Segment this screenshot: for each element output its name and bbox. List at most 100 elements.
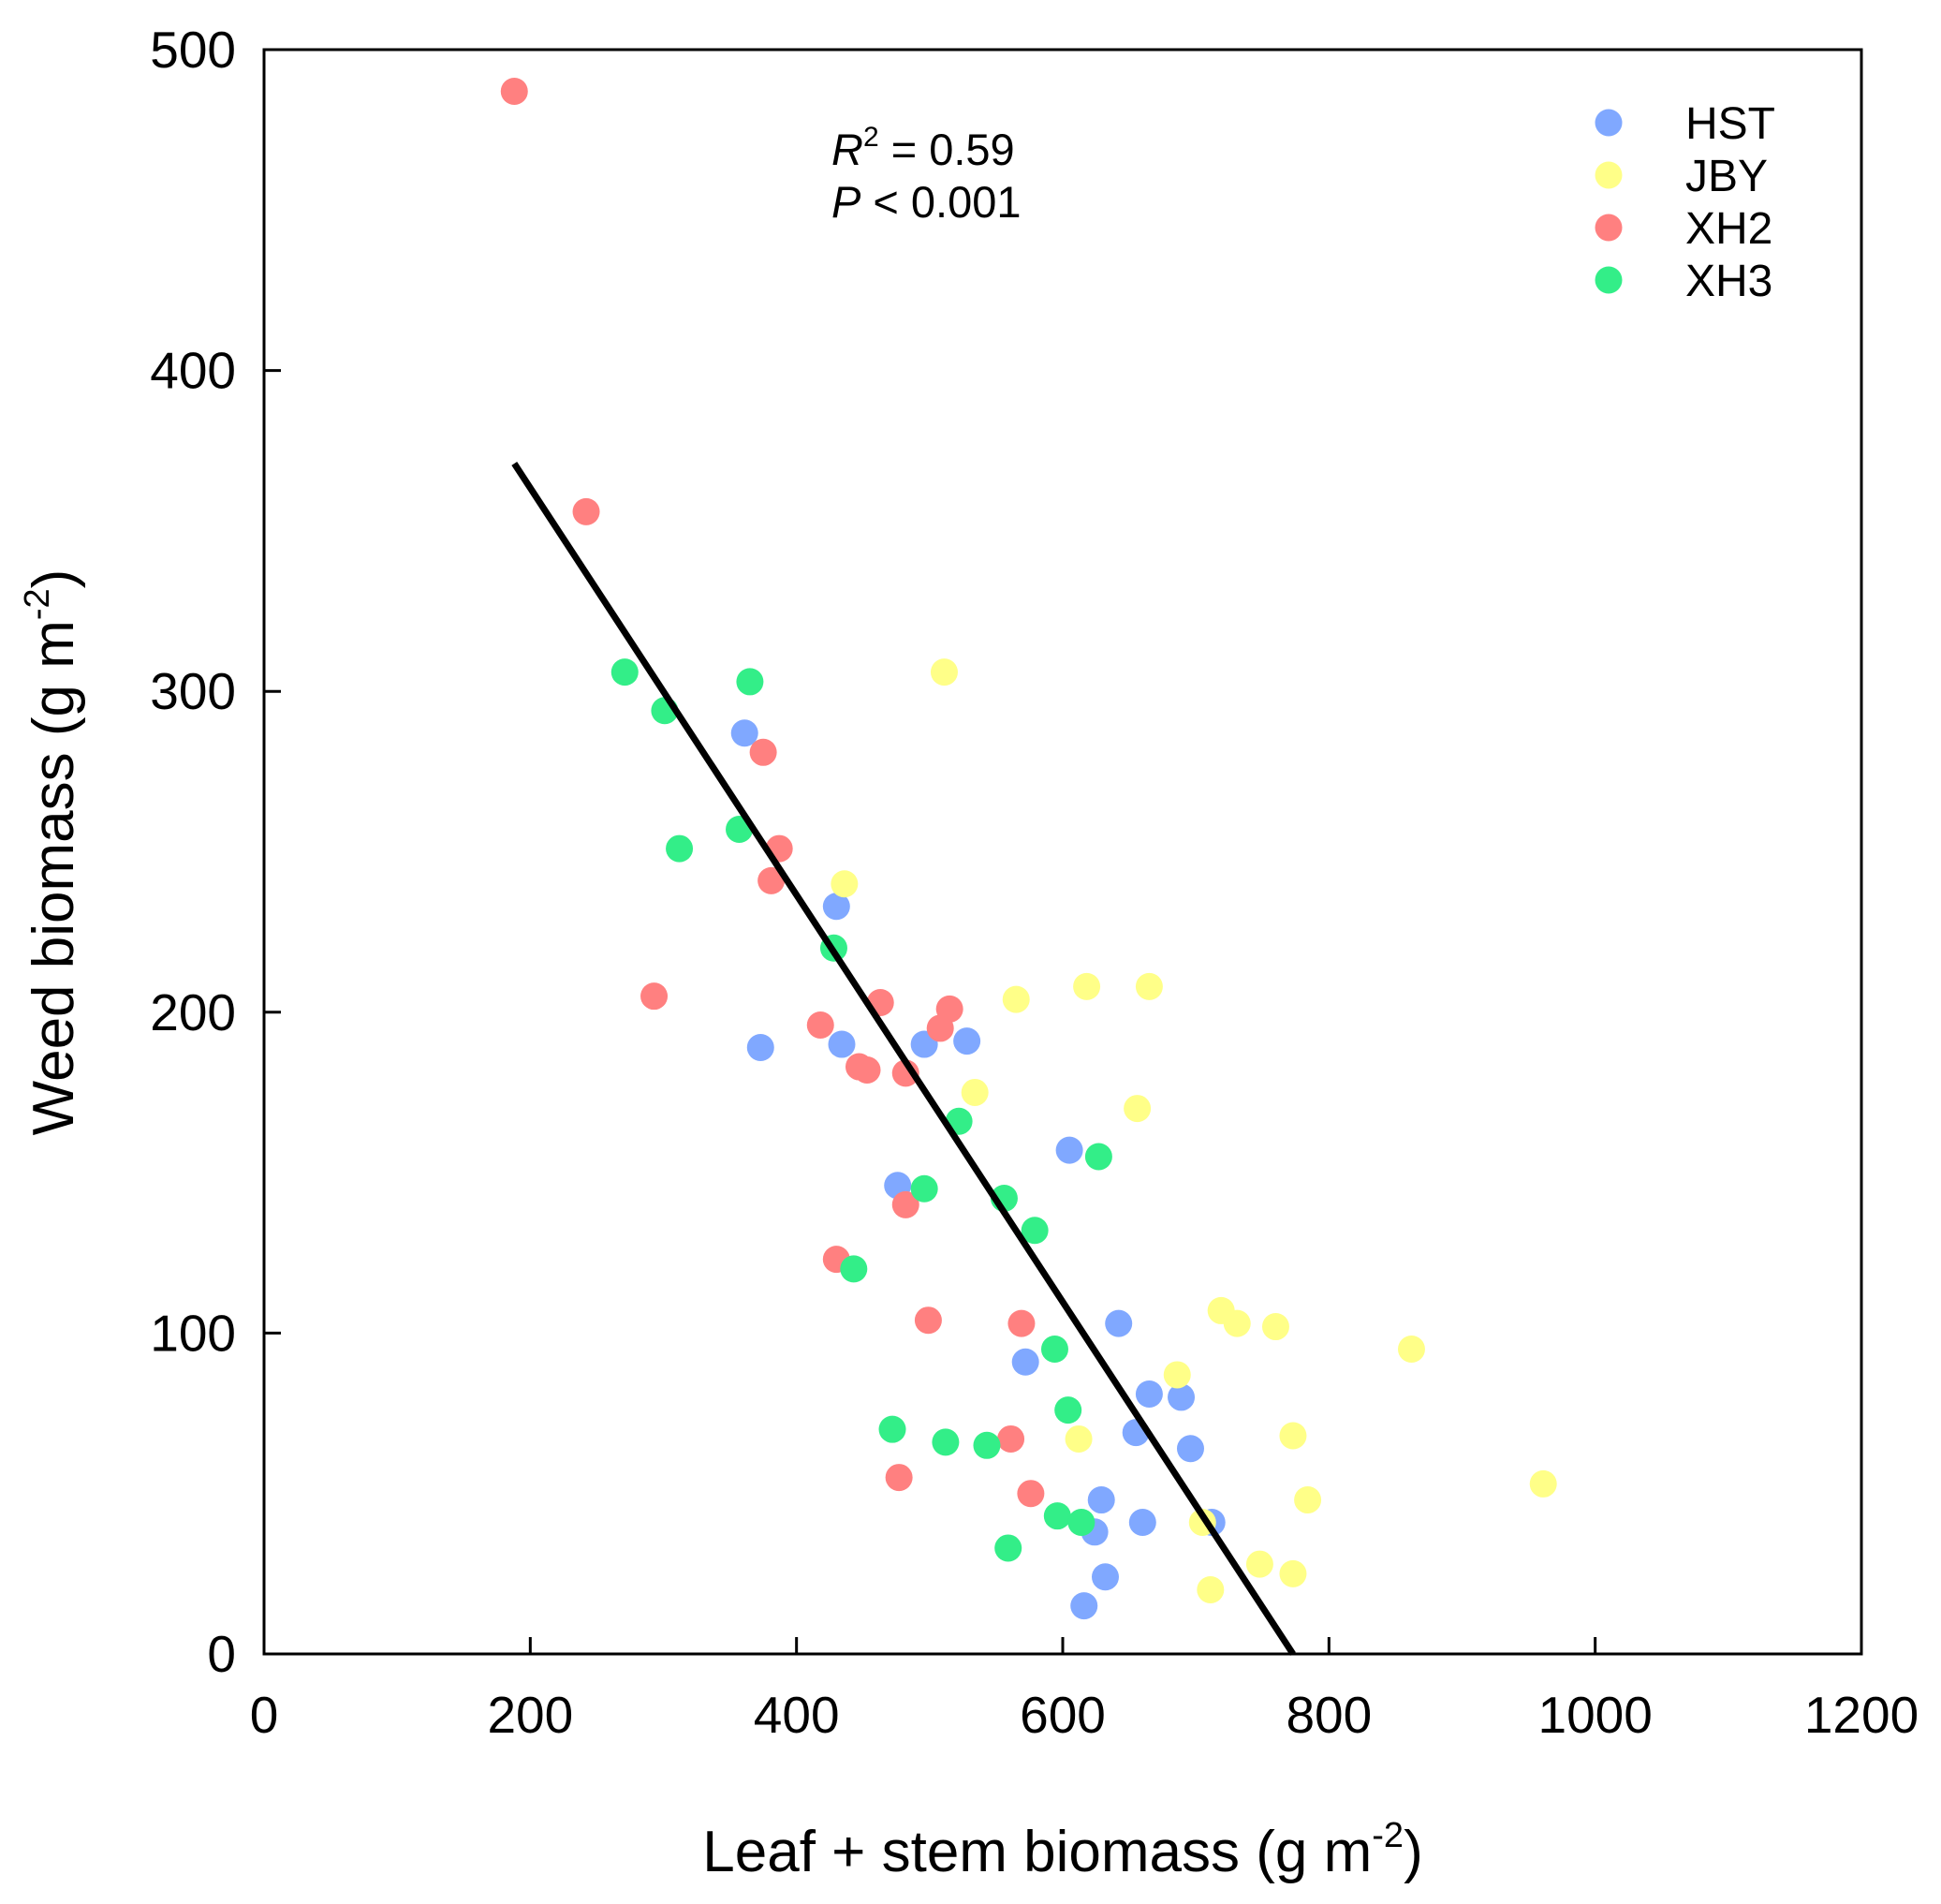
legend-label-jby: JBY: [1685, 152, 1768, 201]
data-point-xh2: [757, 866, 786, 894]
data-point-hst: [822, 893, 850, 921]
data-point-hst: [1135, 1380, 1163, 1408]
data-point-jby: [930, 658, 958, 686]
x-axis: 0 200 400 600 800 1000 1200: [250, 1637, 1919, 1744]
series-jby: [831, 658, 1557, 1603]
data-point-xh2: [749, 738, 777, 766]
data-point-xh3: [610, 658, 639, 686]
series-xh3: [610, 658, 1112, 1562]
data-point-hst: [1091, 1563, 1119, 1591]
data-point-jby: [1002, 985, 1030, 1013]
r-squared-value: = 0.59: [879, 125, 1015, 174]
legend-label-xh3: XH3: [1685, 257, 1772, 306]
data-point-xh2: [640, 982, 669, 1011]
data-point-hst: [1128, 1509, 1156, 1537]
data-point-hst: [1011, 1348, 1039, 1376]
r-squared-superscript: 2: [863, 122, 879, 153]
r-squared-annotation: R2 = 0.59: [831, 122, 1015, 174]
data-point-jby: [1245, 1550, 1273, 1578]
data-point-xh2: [997, 1424, 1025, 1453]
data-point-xh2: [572, 497, 600, 525]
data-point-jby: [1279, 1559, 1307, 1587]
data-point-xh3: [736, 668, 764, 696]
data-point-hst: [1055, 1136, 1083, 1164]
data-point-xh3: [994, 1534, 1022, 1562]
data-point-jby: [1163, 1361, 1191, 1389]
legend-marker-jby: [1595, 161, 1623, 189]
x-tick-label: 1200: [1804, 1686, 1919, 1744]
x-axis-title-superscript: -2: [1372, 1816, 1404, 1855]
data-point-xh2: [891, 1190, 919, 1218]
data-point-xh3: [666, 834, 694, 863]
data-point-xh3: [1067, 1509, 1095, 1537]
x-tick-label: 200: [487, 1686, 573, 1744]
data-point-jby: [1529, 1469, 1557, 1498]
data-point-xh3: [1021, 1217, 1049, 1245]
data-point-xh3: [932, 1428, 960, 1456]
data-point-hst: [730, 719, 758, 747]
data-point-xh3: [878, 1415, 906, 1443]
data-point-xh2: [926, 1014, 954, 1042]
x-tick-label: 600: [1020, 1686, 1106, 1744]
legend-label-xh2: XH2: [1685, 204, 1772, 254]
data-point-xh2: [806, 1011, 834, 1040]
p-value-value: < 0.001: [860, 177, 1021, 227]
y-axis-title-end: ): [22, 569, 86, 589]
data-point-xh2: [1007, 1309, 1036, 1337]
x-axis-title: Leaf + stem biomass (g m-2): [702, 1816, 1422, 1884]
data-point-xh2: [885, 1464, 913, 1492]
data-point-xh3: [1040, 1336, 1068, 1364]
y-axis-title-superscript: -2: [18, 588, 57, 620]
data-point-hst: [1105, 1309, 1133, 1337]
x-tick-label: 800: [1286, 1686, 1372, 1744]
data-point-xh3: [1084, 1143, 1112, 1171]
data-point-jby: [1073, 972, 1101, 1000]
data-point-hst: [746, 1033, 774, 1061]
y-tick-label: 400: [150, 342, 236, 400]
data-point-jby: [961, 1078, 989, 1106]
data-point-hst: [1087, 1486, 1115, 1514]
regression-line: [511, 462, 1296, 1656]
x-axis-title-end: ): [1404, 1820, 1423, 1884]
p-value-annotation: P < 0.001: [831, 177, 1022, 227]
data-point-jby: [1397, 1336, 1425, 1364]
data-points: [500, 78, 1557, 1620]
data-point-hst: [1070, 1592, 1098, 1620]
data-point-hst: [1176, 1435, 1204, 1463]
data-point-hst: [1168, 1383, 1196, 1411]
y-tick-label: 500: [150, 21, 236, 79]
data-point-jby: [1124, 1095, 1152, 1123]
data-point-xh3: [973, 1431, 1001, 1459]
data-point-xh2: [914, 1306, 942, 1335]
data-point-xh3: [1043, 1502, 1071, 1530]
legend-marker-xh3: [1595, 266, 1623, 294]
data-point-jby: [1294, 1486, 1322, 1514]
y-tick-label: 200: [150, 983, 236, 1041]
x-tick-label: 1000: [1537, 1686, 1652, 1744]
legend-marker-hst: [1595, 109, 1623, 137]
data-point-xh2: [853, 1055, 881, 1084]
data-point-jby: [1065, 1424, 1093, 1453]
data-point-xh2: [500, 78, 528, 106]
data-point-jby: [1279, 1422, 1307, 1450]
series-xh2: [500, 78, 1045, 1508]
x-tick-label: 400: [754, 1686, 840, 1744]
data-point-xh3: [840, 1255, 868, 1283]
data-point-jby: [831, 870, 859, 898]
y-axis-title: Weed biomass (g m-2): [18, 569, 86, 1136]
data-point-xh3: [910, 1174, 938, 1203]
data-point-hst: [953, 1027, 981, 1055]
y-tick-label: 0: [207, 1625, 236, 1683]
x-tick-label: 0: [250, 1686, 279, 1744]
y-axis: 0 100 200 300 400 500: [150, 21, 281, 1683]
legend-marker-xh2: [1595, 214, 1623, 242]
legend-label-hst: HST: [1685, 99, 1775, 149]
data-point-jby: [1261, 1313, 1289, 1341]
data-point-xh2: [1017, 1480, 1045, 1508]
data-point-hst: [828, 1030, 856, 1058]
y-tick-label: 300: [150, 662, 236, 720]
y-tick-label: 100: [150, 1304, 236, 1362]
data-point-xh3: [1054, 1396, 1082, 1424]
